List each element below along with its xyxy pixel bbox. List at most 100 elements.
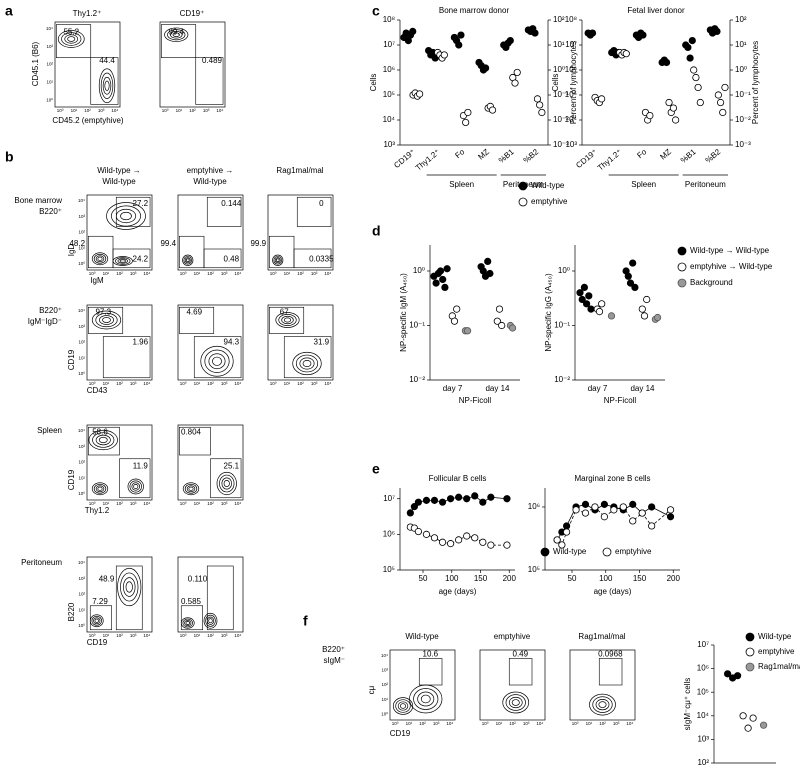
group-label: Peritoneum — [685, 180, 726, 189]
flow-y-tick-label: 10¹ — [78, 245, 85, 250]
legend-marker — [602, 547, 612, 557]
contour — [64, 34, 79, 44]
contour — [508, 696, 523, 709]
legend-marker — [540, 547, 550, 557]
contour — [185, 258, 190, 263]
data-point — [629, 259, 637, 267]
flow-x-tick-label: 10³ — [311, 381, 318, 386]
x-tick-label: day 14 — [630, 384, 655, 393]
data-point — [580, 283, 589, 292]
flow-x-tick-label: 10¹ — [71, 108, 78, 113]
contour — [115, 257, 131, 265]
flow-x-tick-label: 10⁴ — [143, 381, 150, 386]
axis-line — [429, 245, 520, 381]
gate-percentage: 44.4 — [99, 56, 115, 65]
flow-x-tick-label: 10⁰ — [392, 721, 399, 726]
data-point — [719, 108, 727, 117]
flow-y-tick-label: 10¹ — [78, 355, 85, 360]
contour — [302, 360, 312, 368]
contour — [92, 432, 115, 448]
data-point — [572, 506, 580, 514]
gate — [179, 306, 215, 334]
gate — [179, 426, 211, 456]
gate — [210, 458, 242, 499]
contour — [206, 616, 215, 625]
data-point — [692, 73, 700, 82]
contour — [91, 310, 122, 330]
contour — [221, 477, 232, 490]
contour — [395, 699, 411, 713]
data-point — [533, 95, 542, 103]
contour — [95, 485, 105, 493]
x-tick-label: day 14 — [485, 384, 510, 393]
data-point — [506, 36, 514, 45]
contour — [223, 480, 230, 488]
data-point — [487, 493, 495, 501]
data-point — [430, 496, 439, 504]
gate-percentage: 58.6 — [92, 428, 108, 437]
flow-y-tick-label: 10² — [78, 460, 85, 465]
group-label: Spleen — [449, 180, 474, 189]
legend-label: Wild-type — [553, 547, 587, 556]
flow-y-tick-label: 10⁴ — [78, 428, 85, 433]
flow-x-tick-label: 10² — [116, 501, 123, 506]
flow-x-tick-label: 10⁰ — [270, 271, 277, 276]
flow-x-tick-label: 10¹ — [406, 721, 413, 726]
y-tick-label: 10⁻¹ — [735, 90, 751, 99]
gate — [418, 658, 443, 686]
data-point — [531, 29, 539, 37]
flow-x-tick-label: 10¹ — [103, 633, 110, 638]
contour — [184, 483, 198, 494]
data-point — [716, 98, 725, 107]
data-point — [585, 292, 593, 300]
gate-percentage: 0.110 — [188, 575, 208, 584]
data-point — [484, 257, 492, 266]
data-point — [653, 313, 662, 322]
x-tick-label: day 7 — [443, 384, 463, 393]
contour — [397, 701, 409, 711]
contour — [102, 76, 112, 95]
gate-percentage: 0.144 — [221, 199, 242, 208]
flow-y-tick-label: 10³ — [78, 444, 85, 449]
legend-marker — [677, 278, 687, 288]
y-axis-label: CD19 — [67, 469, 76, 490]
flow-x-tick-label: 10¹ — [586, 721, 593, 726]
data-point — [436, 267, 445, 275]
data-point — [493, 317, 501, 325]
contour — [133, 484, 139, 489]
data-point — [600, 513, 609, 521]
y-axis-label: Cells — [369, 74, 378, 92]
row-label: B220⁺ — [322, 645, 345, 654]
y-axis-label: NP-specific IgG (A₄₅₀) — [544, 273, 553, 352]
gate-percentage: 99.9 — [250, 239, 266, 248]
subplot-title: Fetal liver donor — [627, 6, 685, 15]
contour — [592, 696, 613, 713]
y-tick-label: 10⁶ — [565, 65, 577, 74]
flow-x-tick-label: 10⁰ — [180, 501, 187, 506]
data-point — [643, 295, 651, 304]
flow-x-tick-label: 10⁰ — [482, 721, 489, 726]
y-axis-label: sIgM⁻cμ⁺ cells — [683, 678, 692, 731]
contour — [111, 205, 141, 227]
flow-plot-frame — [86, 194, 153, 271]
flow-x-tick-label: 10² — [116, 633, 123, 638]
data-point — [486, 269, 494, 278]
gate — [206, 196, 242, 227]
flow-x-tick-label: 10⁴ — [626, 721, 633, 726]
flow-plot-frame — [159, 21, 226, 108]
x-tick-label: 150 — [633, 574, 647, 583]
contour — [117, 258, 128, 264]
data-point — [498, 321, 506, 330]
data-point — [581, 500, 590, 508]
data-point — [488, 106, 497, 114]
contour — [167, 29, 186, 41]
subplot-title: Follicular B cells — [429, 474, 487, 483]
contour — [91, 615, 102, 626]
legend-label: emptyhive → Wild-type — [690, 262, 773, 271]
y-tick-label: 10⁵ — [383, 565, 395, 574]
flow-y-tick-label: 10⁰ — [381, 712, 388, 717]
data-point — [631, 283, 639, 292]
y-tick-label: 10¹ — [735, 40, 747, 49]
gate-percentage: 99.4 — [160, 239, 176, 248]
flow-x-tick-label: 10¹ — [496, 721, 503, 726]
